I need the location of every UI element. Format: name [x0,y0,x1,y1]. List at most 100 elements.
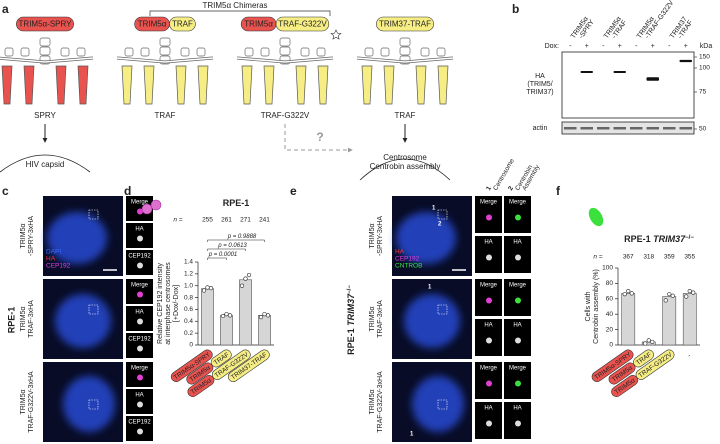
coil [279,46,291,56]
dox-sign: - [635,43,638,50]
spot [137,235,143,242]
pill [591,349,634,382]
roi [88,209,99,220]
inset-label: Merge [509,283,527,289]
box [260,47,270,57]
coil [399,46,411,56]
dox-sign: - [602,43,605,50]
nucleus [55,294,111,348]
inset [504,236,531,273]
domain-leg [263,65,275,105]
target-label: HIV capsid [26,160,65,169]
row-label: TRIM5α [369,389,376,414]
pill-label: TRAF-G322V [278,20,327,29]
data-point [622,292,627,297]
inset [504,279,531,316]
domain-leg [437,65,449,105]
kda-label: kDa [700,43,713,50]
n-value: 355 [684,254,695,261]
band [580,71,593,73]
y-tick-label: 100 [602,265,613,272]
bar [220,315,233,346]
dox-label: Dox: [545,43,559,50]
actin-band [564,127,577,130]
spot [515,297,521,304]
box [60,47,70,57]
panel-letter: f [556,184,561,198]
cell-line-part: RPE-1 [346,326,356,355]
band [679,59,692,63]
inset-label: HA [513,323,521,329]
spot [486,254,492,261]
dox-sign: - [668,43,671,50]
domain-label: TRAF-G322V [261,111,310,120]
spot [137,208,143,215]
row-label: TRIM5α [20,306,27,331]
pill-label: TRAF [172,20,193,29]
data-point [663,298,668,303]
box [436,47,446,57]
channel-label: CNTROB [395,263,422,270]
y-tick-label: 0.4 [184,318,193,325]
blot [561,51,695,119]
y-tick-label: 0 [609,342,613,349]
inset-label: Merge [509,200,527,206]
pill-label: TRIM5α-SPRY [19,20,73,29]
n-label: n = [173,217,182,224]
inset [475,362,502,399]
channel-label: HA [46,256,56,263]
pill-label: TRIM37-TRAF [379,20,431,29]
actin-band [663,127,676,130]
n-value: 255 [202,217,213,224]
cell-line-part: −/− [347,285,353,294]
box [316,47,326,57]
title-part: RPE-1 [624,234,653,244]
cell-icon [588,207,604,227]
data-point [643,341,648,346]
data-point [227,313,233,318]
roi [437,399,448,410]
y-axis-label: Cells with [585,291,592,321]
inset [126,333,153,358]
chart-title: RPE-1 [223,198,250,208]
data-point [687,289,692,294]
arm-in [356,57,406,63]
inset-label: Merge [480,283,498,289]
capsid [0,154,91,173]
box [380,47,390,57]
y-axis-label: at interphase centrosomes [165,262,172,345]
y-tick-label: 1.0 [184,282,193,289]
n-value: 367 [623,254,634,261]
row-label: TRAF-3xHA [377,300,384,338]
bracket [149,10,331,16]
panel-letter: d [124,184,131,198]
inset-label: HA [513,406,521,412]
box [124,47,134,57]
coil [159,46,171,56]
spot [486,297,492,304]
inset-label: CEP192 [128,254,151,260]
inset [475,196,502,233]
data-point [650,339,655,345]
dox-sign: + [585,43,589,50]
ha-label: HA [535,73,545,80]
dox-sign: + [651,43,655,50]
pill-label: TRIM5α [244,20,273,29]
title-part: TRIM37 [653,234,686,244]
centrosome [359,158,451,181]
box [364,47,374,57]
protein-cartoon [356,37,454,105]
actin-label: actin [533,125,548,132]
cell-line-part: TRIM37 [346,293,356,326]
inset [504,362,531,399]
actin-band [597,127,610,130]
bar [258,315,271,346]
spot [137,374,143,381]
y-tick-label: 0 [189,342,193,349]
inset-label: Merge [480,200,498,206]
spot [486,420,492,427]
inset-label: Merge [131,200,149,206]
domain-leg [1,65,13,105]
coil [39,46,51,56]
